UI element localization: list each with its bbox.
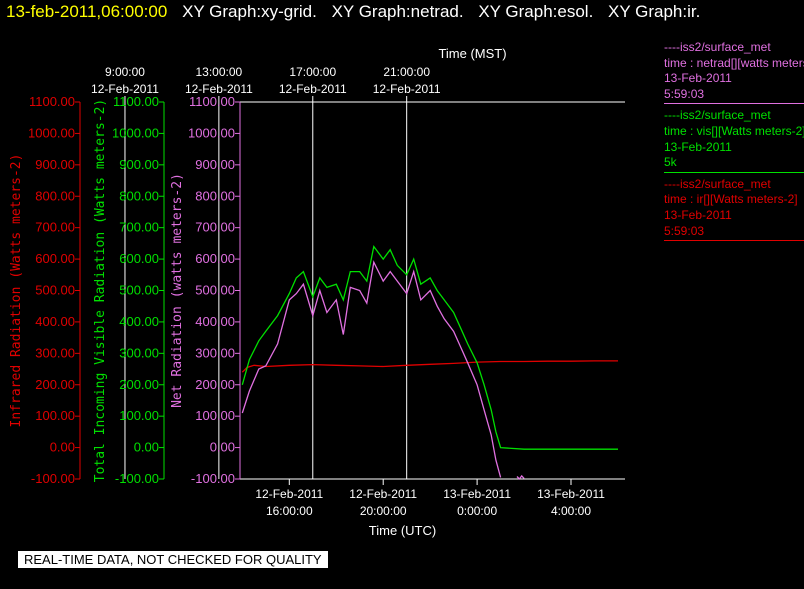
graph-label-netrad[interactable]: XY Graph:netrad. bbox=[331, 2, 464, 21]
quality-disclaimer: REAL-TIME DATA, NOT CHECKED FOR QUALITY bbox=[18, 551, 328, 568]
top-tick-label-time: 13:00:00 bbox=[196, 65, 243, 79]
y-tick-label: 800.00 bbox=[195, 188, 235, 203]
legend-source: ----iss2/surface_met bbox=[664, 108, 771, 123]
y-tick-label: 300.00 bbox=[195, 345, 235, 360]
graph-label-ir[interactable]: XY Graph:ir. bbox=[608, 2, 701, 21]
header-title: 13-feb-2011,06:00:00 XY Graph:xy-grid. X… bbox=[6, 2, 700, 22]
y-tick-label: 900.00 bbox=[35, 157, 75, 172]
legend-date: 13-Feb-2011 bbox=[664, 139, 732, 154]
y-tick-label: 300.00 bbox=[119, 345, 159, 360]
legend-value: 5:59:03 bbox=[664, 223, 705, 238]
bottom-tick-label-time: 20:00:00 bbox=[360, 504, 407, 518]
bottom-axis-title: Time (UTC) bbox=[369, 523, 436, 538]
bottom-tick-label-date: 13-Feb-2011 bbox=[537, 487, 605, 501]
y-tick-label: 200.00 bbox=[195, 377, 235, 392]
y-tick-label: 800.00 bbox=[119, 188, 159, 203]
bottom-tick-label-date: 13-Feb-2011 bbox=[443, 487, 511, 501]
y-tick-label: 1000.00 bbox=[28, 125, 75, 140]
top-tick-label-date: 12-Feb-2011 bbox=[185, 82, 253, 96]
y-axis-title: Net Radiation (watts meters-2) bbox=[170, 173, 185, 408]
y-tick-label: 300.00 bbox=[35, 345, 75, 360]
y-tick-label: 100.00 bbox=[119, 408, 159, 423]
y-tick-label: 0.00 bbox=[210, 440, 235, 455]
legend-date: 13-Feb-2011 bbox=[664, 71, 732, 86]
top-tick-label-time: 21:00:00 bbox=[383, 65, 430, 79]
legend-variable: time : vis[][Watts meters-2] bbox=[664, 123, 804, 138]
y-tick-label: 800.00 bbox=[35, 188, 75, 203]
legend-value: 5k bbox=[664, 155, 677, 170]
y-tick-label: -100.00 bbox=[115, 471, 159, 486]
top-tick-label-time: 9:00:00 bbox=[105, 65, 145, 79]
series-line-ir bbox=[241, 360, 618, 373]
y-tick-label: 500.00 bbox=[195, 283, 235, 298]
y-tick-label: 100.00 bbox=[195, 408, 235, 423]
legend-date: 13-Feb-2011 bbox=[664, 207, 732, 222]
y-tick-label: 1000.00 bbox=[112, 125, 159, 140]
top-tick-label-date: 12-Feb-2011 bbox=[279, 82, 347, 96]
top-tick-label-time: 17:00:00 bbox=[289, 65, 336, 79]
legend-entry-netrad[interactable]: ----iss2/surface_met time : netrad[][wat… bbox=[664, 40, 804, 105]
y-tick-label: -100.00 bbox=[31, 471, 75, 486]
series-line-net bbox=[241, 260, 502, 478]
y-tick-label: 500.00 bbox=[35, 283, 75, 298]
top-axis-title: Time (MST) bbox=[438, 46, 506, 61]
header-timestamp: 13-feb-2011,06:00:00 bbox=[6, 2, 168, 21]
bottom-tick-label-date: 12-Feb-2011 bbox=[349, 487, 417, 501]
legend-source: ----iss2/surface_met bbox=[664, 176, 771, 191]
y-tick-label: 400.00 bbox=[35, 314, 75, 329]
legend-source: ----iss2/surface_met bbox=[664, 40, 771, 54]
y-tick-label: 700.00 bbox=[119, 220, 159, 235]
legend-variable: time : netrad[][watts meters-2] bbox=[664, 55, 804, 70]
y-tick-label: 600.00 bbox=[119, 251, 159, 266]
bottom-tick-label-time: 16:00:00 bbox=[266, 504, 313, 518]
legend-entry-vis[interactable]: ----iss2/surface_met time : vis[][Watts … bbox=[664, 108, 804, 173]
y-axis-title: Total Incoming Visible Radiation (Watts … bbox=[93, 99, 108, 483]
y-tick-label: 1000.00 bbox=[188, 125, 235, 140]
y-tick-label: 600.00 bbox=[35, 251, 75, 266]
graph-label-esol[interactable]: XY Graph:esol. bbox=[478, 2, 594, 21]
y-tick-label: 500.00 bbox=[119, 283, 159, 298]
y-tick-label: 1100.00 bbox=[29, 94, 75, 109]
bottom-tick-label-time: 4:00:00 bbox=[551, 504, 591, 518]
graph-label-grid[interactable]: XY Graph:xy-grid. bbox=[182, 2, 317, 21]
legend-value: 5:59:03 bbox=[664, 86, 705, 101]
bottom-tick-label-time: 0:00:00 bbox=[457, 504, 497, 518]
y-axis-title: Infrared Radiation (Watts meters-2) bbox=[9, 154, 24, 428]
y-tick-label: 700.00 bbox=[35, 220, 75, 235]
y-tick-label: -100.00 bbox=[191, 471, 235, 486]
y-tick-label: 200.00 bbox=[35, 377, 75, 392]
top-tick-label-date: 12-Feb-2011 bbox=[91, 82, 159, 96]
y-tick-label: 700.00 bbox=[195, 220, 235, 235]
y-tick-label: 200.00 bbox=[119, 377, 159, 392]
series-line-vis bbox=[241, 244, 618, 450]
legend-entry-ir[interactable]: ----iss2/surface_met time : ir[][Watts m… bbox=[664, 176, 804, 242]
legend: ----iss2/surface_met time : netrad[][wat… bbox=[664, 40, 804, 245]
y-tick-label: 1100.00 bbox=[189, 94, 235, 109]
bottom-tick-label-date: 12-Feb-2011 bbox=[255, 487, 323, 501]
legend-variable: time : ir[][Watts meters-2] bbox=[664, 192, 798, 207]
y-tick-label: 0.00 bbox=[134, 440, 159, 455]
y-tick-label: 1100.00 bbox=[113, 94, 159, 109]
top-tick-label-date: 12-Feb-2011 bbox=[373, 82, 441, 96]
y-tick-label: 400.00 bbox=[119, 314, 159, 329]
y-tick-label: 900.00 bbox=[195, 157, 235, 172]
series-line-net_tail bbox=[516, 474, 525, 481]
y-tick-label: 400.00 bbox=[195, 314, 235, 329]
y-tick-label: 100.00 bbox=[35, 408, 75, 423]
y-tick-label: 0.00 bbox=[50, 440, 75, 455]
y-tick-label: 900.00 bbox=[119, 157, 159, 172]
y-tick-label: 600.00 bbox=[195, 251, 235, 266]
